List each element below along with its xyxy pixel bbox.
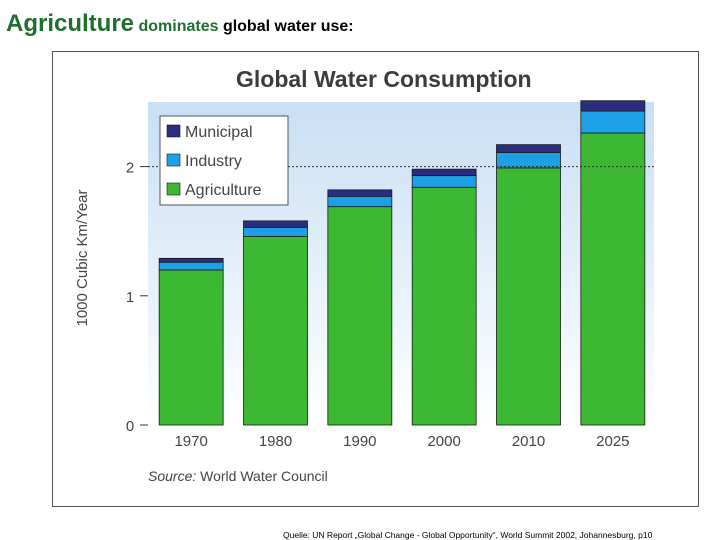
x-tick-label-2010: 2010 [512, 433, 545, 450]
bar-agriculture-2025 [580, 132, 646, 426]
bar-industry-1990 [327, 195, 393, 208]
x-tick-label-2000: 2000 [427, 433, 460, 450]
bar-industry-2010 [496, 151, 561, 169]
x-tick-label-1990: 1990 [343, 433, 376, 450]
legend-swatch-industry [166, 153, 181, 167]
legend-swatch-municipal [166, 124, 181, 138]
slide-title: Agriculture dominates global water use: [6, 10, 354, 38]
source-note: Source: World Water Council [148, 468, 328, 484]
bar-municipal-1990 [327, 189, 393, 197]
y-tick-label-0: 0 [126, 418, 134, 435]
y-axis-label: 1000 Cubic Km/Year [74, 189, 91, 326]
bar-municipal-2000 [411, 168, 477, 177]
legend: Municipal Industry Agriculture [159, 115, 289, 206]
slide-title-agriculture: Agriculture [6, 10, 135, 37]
legend-box [159, 115, 289, 206]
bar-municipal-2025 [580, 100, 646, 112]
x-tick-label-2025: 2025 [596, 433, 629, 450]
bar-agriculture-1980 [243, 235, 308, 426]
bar-municipal-1970 [158, 257, 224, 263]
footnote: Quelle: UN Report „Global Change - Globa… [283, 530, 653, 540]
bar-industry-2000 [411, 175, 477, 188]
slide-title-dominates: dominates [138, 18, 219, 35]
x-tick-label-1970: 1970 [174, 433, 207, 450]
legend-label-municipal: Municipal [185, 124, 253, 141]
chart-title: Global Water Consumption [236, 66, 532, 92]
legend-label-agriculture: Agriculture [185, 182, 262, 199]
y-tick-label-1: 1 [126, 289, 134, 306]
bar-industry-1970 [158, 261, 224, 271]
source-label: Source: [148, 468, 197, 484]
bar-agriculture-2010 [496, 167, 561, 426]
source-text: World Water Council [200, 468, 328, 484]
bar-agriculture-1970 [158, 269, 224, 426]
bar-municipal-2010 [496, 144, 561, 153]
bar-municipal-1980 [243, 220, 308, 228]
bar-agriculture-2000 [411, 186, 477, 426]
bar-industry-2025 [580, 110, 646, 134]
slide-title-rest: global water use: [222, 18, 354, 35]
legend-swatch-agriculture [166, 182, 181, 196]
y-tick-label-2: 2 [126, 160, 134, 177]
legend-label-industry: Industry [185, 153, 242, 170]
bar-agriculture-1990 [327, 206, 393, 426]
bar-industry-1980 [243, 226, 308, 237]
x-tick-label-1980: 1980 [259, 433, 292, 450]
